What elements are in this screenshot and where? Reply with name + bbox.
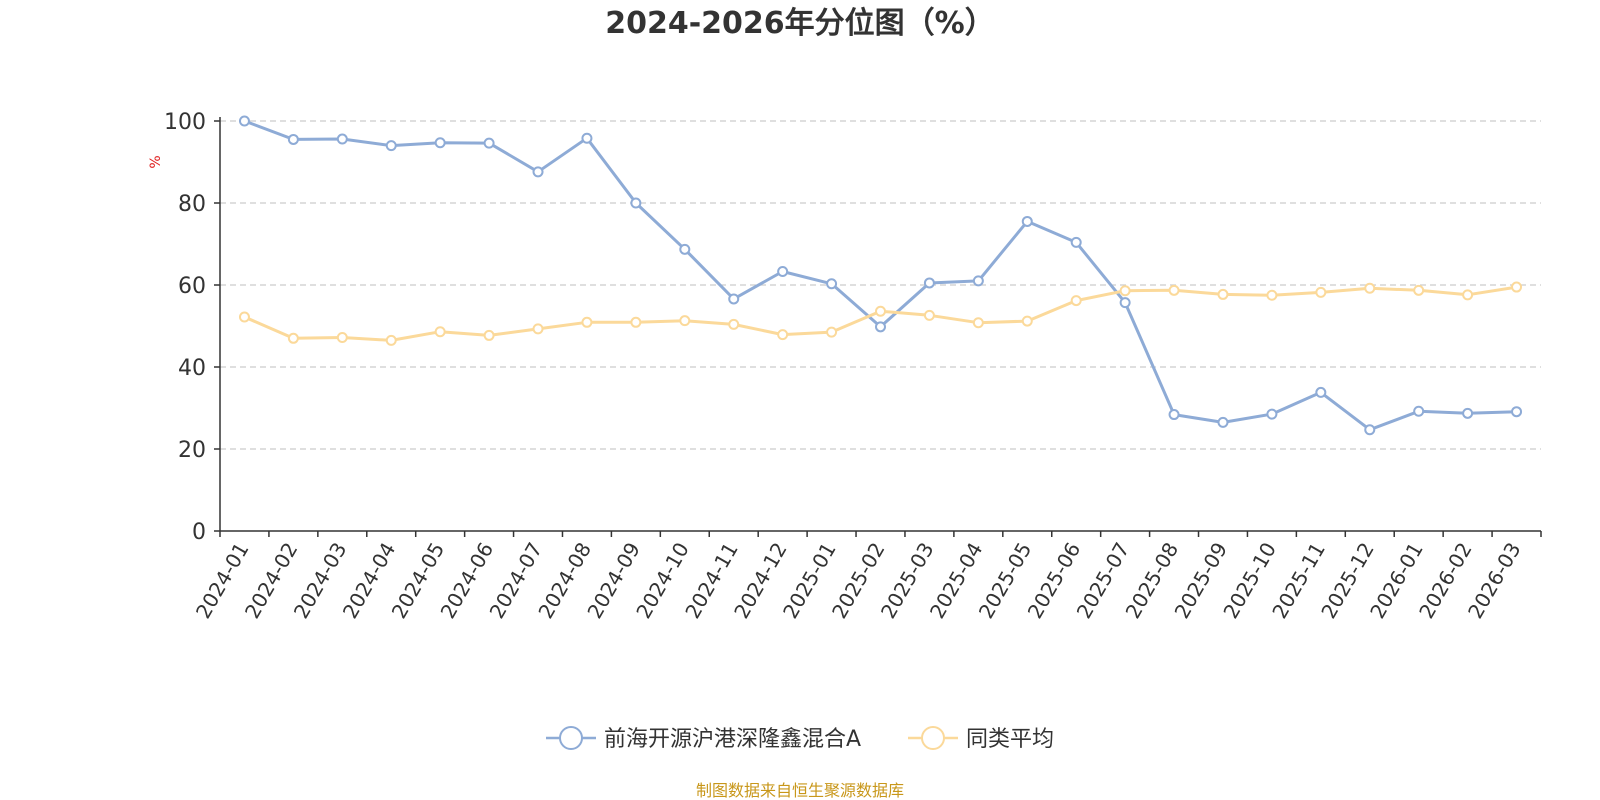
data-point[interactable] bbox=[532, 166, 544, 178]
data-point[interactable] bbox=[483, 329, 495, 341]
data-point[interactable] bbox=[728, 293, 740, 305]
data-point[interactable] bbox=[385, 334, 397, 346]
data-point[interactable] bbox=[630, 316, 642, 328]
data-point[interactable] bbox=[1021, 315, 1033, 327]
data-point[interactable] bbox=[777, 265, 789, 277]
data-point[interactable] bbox=[1266, 408, 1278, 420]
legend-label: 同类平均 bbox=[966, 727, 1054, 752]
y-tick-label: 100 bbox=[164, 110, 206, 135]
y-tick-label: 80 bbox=[178, 192, 206, 217]
data-point[interactable] bbox=[972, 275, 984, 287]
data-point[interactable] bbox=[1315, 286, 1327, 298]
data-point[interactable] bbox=[1511, 406, 1523, 418]
data-point[interactable] bbox=[728, 318, 740, 330]
data-point[interactable] bbox=[826, 326, 838, 338]
grid-lines bbox=[220, 120, 1541, 450]
data-point[interactable] bbox=[434, 326, 446, 338]
series-lines bbox=[238, 115, 1523, 436]
data-point[interactable] bbox=[434, 137, 446, 149]
y-tick-label: 40 bbox=[178, 356, 206, 381]
series-line-0 bbox=[243, 119, 1517, 432]
data-source-note: 制图数据来自恒生聚源数据库 bbox=[696, 781, 904, 800]
data-point[interactable] bbox=[1462, 407, 1474, 419]
data-point[interactable] bbox=[238, 115, 250, 127]
series-0 bbox=[238, 115, 1523, 436]
legend-circle-swatch bbox=[921, 726, 945, 750]
data-point[interactable] bbox=[1021, 215, 1033, 227]
data-point[interactable] bbox=[238, 311, 250, 323]
data-point[interactable] bbox=[1168, 284, 1180, 296]
data-point[interactable] bbox=[483, 137, 495, 149]
data-point[interactable] bbox=[385, 140, 397, 152]
data-point[interactable] bbox=[923, 277, 935, 289]
data-point[interactable] bbox=[1070, 295, 1082, 307]
data-point[interactable] bbox=[581, 132, 593, 144]
data-point[interactable] bbox=[1217, 288, 1229, 300]
y-axis-unit-label: % bbox=[148, 155, 164, 168]
data-point[interactable] bbox=[777, 329, 789, 341]
data-point[interactable] bbox=[1070, 236, 1082, 248]
data-point[interactable] bbox=[1364, 424, 1376, 436]
legend-label: 前海开源沪港深隆鑫混合A bbox=[604, 727, 861, 752]
y-tick-label: 0 bbox=[192, 520, 206, 545]
data-point[interactable] bbox=[630, 197, 642, 209]
data-point[interactable] bbox=[532, 323, 544, 335]
data-point[interactable] bbox=[1266, 289, 1278, 301]
axes: 0204060801002024-012024-022024-032024-04… bbox=[164, 110, 1542, 623]
data-point[interactable] bbox=[1315, 386, 1327, 398]
data-point[interactable] bbox=[1119, 285, 1131, 297]
data-point[interactable] bbox=[287, 332, 299, 344]
data-point[interactable] bbox=[1413, 284, 1425, 296]
y-tick-label: 20 bbox=[178, 438, 206, 463]
data-point[interactable] bbox=[1217, 416, 1229, 428]
data-point[interactable] bbox=[287, 133, 299, 145]
legend-item-0[interactable]: 前海开源沪港深隆鑫混合A bbox=[546, 726, 861, 752]
data-point[interactable] bbox=[336, 133, 348, 145]
data-point[interactable] bbox=[581, 316, 593, 328]
data-point[interactable] bbox=[875, 305, 886, 317]
data-point[interactable] bbox=[679, 315, 691, 327]
y-tick-label: 60 bbox=[178, 274, 206, 299]
data-point[interactable] bbox=[972, 317, 984, 329]
data-point[interactable] bbox=[336, 331, 348, 343]
legend-item-1[interactable]: 同类平均 bbox=[908, 726, 1054, 752]
data-point[interactable] bbox=[1119, 297, 1131, 309]
data-point[interactable] bbox=[923, 309, 935, 321]
data-point[interactable] bbox=[1168, 409, 1180, 421]
data-point[interactable] bbox=[1413, 405, 1425, 417]
chart-title: 2024-2026年分位图（%） bbox=[605, 6, 995, 41]
data-point[interactable] bbox=[826, 278, 838, 290]
data-point[interactable] bbox=[679, 243, 691, 255]
series-1 bbox=[238, 281, 1523, 346]
data-point[interactable] bbox=[1462, 289, 1474, 301]
legend-circle-swatch bbox=[559, 726, 583, 750]
data-point[interactable] bbox=[1364, 282, 1376, 294]
data-point[interactable] bbox=[1511, 281, 1523, 293]
data-point[interactable] bbox=[875, 321, 886, 333]
legend[interactable]: 前海开源沪港深隆鑫混合A 同类平均 bbox=[546, 726, 1054, 752]
